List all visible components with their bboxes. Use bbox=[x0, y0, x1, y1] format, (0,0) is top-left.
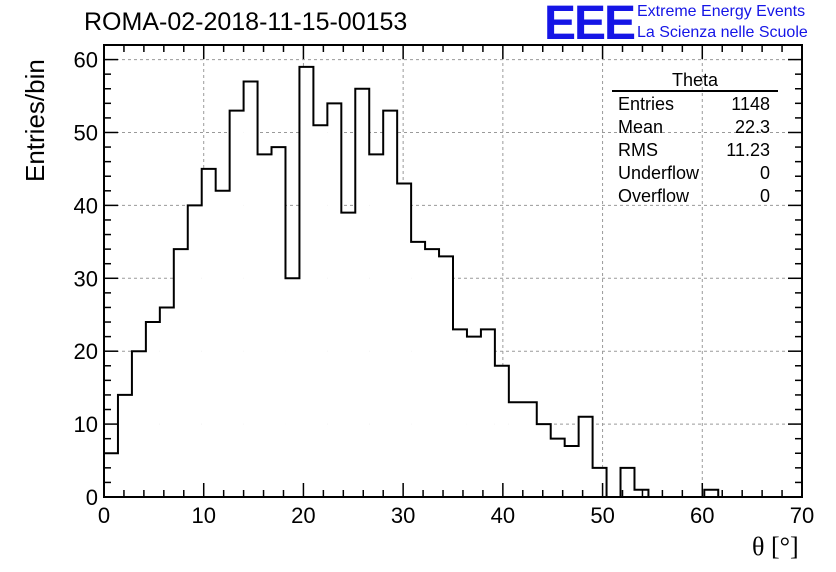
histogram-bar bbox=[508, 402, 523, 497]
plot-frame bbox=[103, 44, 803, 498]
x-axis-label: θ [°] bbox=[752, 532, 799, 561]
histogram-bar bbox=[536, 424, 551, 497]
histogram-bar bbox=[201, 168, 216, 497]
histogram-bar bbox=[634, 489, 649, 497]
x-tick-label: 10 bbox=[191, 503, 215, 528]
histogram-bar bbox=[229, 110, 244, 497]
y-tick-label: 20 bbox=[74, 339, 98, 364]
histogram-bar bbox=[145, 322, 160, 497]
x-tick-label: 70 bbox=[790, 503, 814, 528]
histogram-bar bbox=[243, 81, 258, 498]
stats-label: Overflow bbox=[618, 186, 690, 206]
histogram-bar bbox=[704, 489, 719, 497]
stats-row-mean: Mean 22.3 bbox=[608, 116, 778, 139]
stats-label: Underflow bbox=[618, 163, 700, 183]
histogram-bar bbox=[439, 256, 453, 497]
histogram-bar bbox=[620, 467, 635, 497]
histogram-bar bbox=[117, 394, 132, 497]
y-axis-label: Entries/bin bbox=[20, 59, 50, 182]
histogram-series-line bbox=[103, 65, 802, 498]
histogram-bar bbox=[187, 205, 202, 498]
stats-label: Entries bbox=[618, 94, 675, 114]
histogram-bar bbox=[215, 190, 230, 497]
x-tick-label: 20 bbox=[291, 503, 315, 528]
histogram-bar bbox=[271, 147, 286, 497]
histogram-bar bbox=[131, 351, 146, 497]
y-tick-label: 10 bbox=[74, 412, 98, 437]
histogram-bar bbox=[564, 445, 579, 497]
stats-value: 22.3 bbox=[734, 117, 770, 137]
stats-box: Theta Entries 1148 Mean 22.3 RMS 11.23 U… bbox=[608, 70, 778, 208]
run-title: ROMA-02-2018-11-15-00153 bbox=[84, 8, 408, 36]
x-tick-label: 30 bbox=[391, 503, 415, 528]
stats-value: 0 bbox=[759, 186, 770, 206]
histogram-bar bbox=[466, 336, 481, 497]
histogram-bar bbox=[578, 416, 593, 497]
stats-label: RMS bbox=[618, 140, 658, 160]
stats-value: 1148 bbox=[731, 94, 770, 114]
histogram-bar bbox=[425, 249, 440, 497]
histogram-bar bbox=[257, 154, 272, 497]
histogram-bar bbox=[285, 278, 300, 497]
stats-row-entries: Entries 1148 bbox=[608, 93, 778, 116]
x-tick-label: 0 bbox=[98, 503, 110, 528]
histogram-bar bbox=[355, 88, 370, 497]
histogram-bar bbox=[327, 103, 342, 498]
histogram-bar bbox=[104, 453, 118, 497]
x-tick-label: 60 bbox=[690, 503, 714, 528]
histogram-bar bbox=[411, 241, 426, 497]
stats-value: 0 bbox=[759, 163, 770, 183]
histogram-bar bbox=[550, 438, 565, 497]
stats-title: Theta bbox=[612, 70, 778, 92]
histogram-bar bbox=[494, 365, 509, 497]
banner-line-1: Extreme Energy Events bbox=[637, 3, 806, 20]
y-tick-label: 40 bbox=[74, 193, 98, 218]
stats-label: Mean bbox=[618, 117, 664, 137]
histogram-bar bbox=[341, 212, 356, 497]
histogram-bar bbox=[159, 307, 174, 497]
x-tick-label: 40 bbox=[491, 503, 515, 528]
stats-row-underflow: Underflow 0 bbox=[608, 162, 778, 185]
stats-value: 11.23 bbox=[726, 140, 770, 160]
histogram-bar bbox=[383, 110, 398, 497]
y-tick-label: 0 bbox=[86, 485, 98, 510]
histogram-bar bbox=[453, 329, 467, 497]
histogram-bar bbox=[592, 467, 607, 497]
stats-row-overflow: Overflow 0 bbox=[608, 185, 778, 208]
y-tick-label: 30 bbox=[74, 266, 98, 291]
stats-row-rms: RMS 11.23 bbox=[608, 139, 778, 162]
banner-line-2: La Scienza nelle Scuole bbox=[637, 24, 808, 41]
eee-logo: EEE bbox=[544, 0, 636, 50]
histogram-bar bbox=[299, 66, 314, 497]
y-tick-label: 50 bbox=[74, 120, 98, 145]
histogram-bar bbox=[480, 329, 495, 497]
histogram-bar bbox=[173, 249, 188, 497]
histogram-bar bbox=[369, 154, 384, 497]
histogram-bar bbox=[397, 183, 412, 498]
histogram-bar bbox=[522, 402, 537, 497]
histogram-bar bbox=[313, 125, 328, 498]
x-tick-label: 50 bbox=[590, 503, 614, 528]
y-tick-label: 60 bbox=[74, 48, 98, 73]
